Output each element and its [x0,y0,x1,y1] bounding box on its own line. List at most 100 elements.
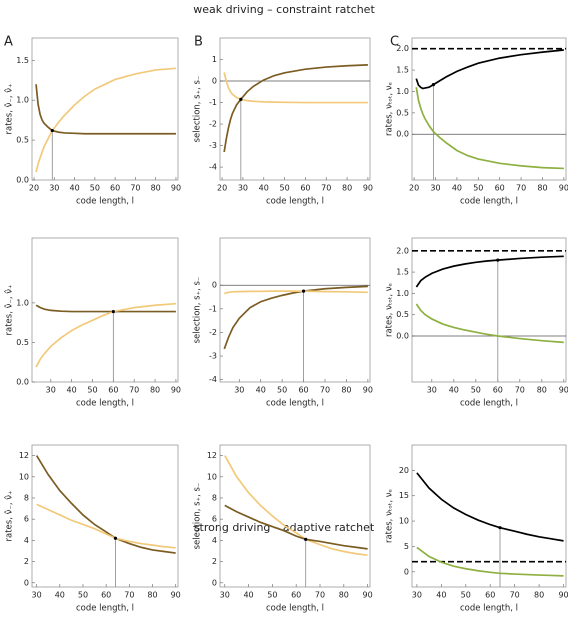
x-tick-label: 30 [412,591,422,600]
x-tick-label: 70 [510,591,520,600]
x-tick-label: 60 [485,591,495,600]
x-tick-label: 30 [430,184,440,193]
y-tick-label: 0 [212,281,217,290]
y-axis-label: rates, νₜₒₜ, νₑ [385,283,395,338]
x-tick-label: 70 [315,591,325,600]
y-tick-label: 0.5 [396,310,409,319]
y-axis-label: selection, s₊, s₋ [193,76,203,143]
series-line [415,255,564,288]
plot-frame [411,237,567,383]
y-tick-label: 2.0 [396,246,409,255]
series-line [416,472,564,542]
x-tick-label: 60 [493,386,503,395]
x-tick-label: 90 [363,184,373,193]
marker-point [50,128,54,133]
x-tick-label: 50 [90,184,100,193]
y-tick-label: 2 [24,557,29,566]
y-tick-label: 1.5 [396,66,409,75]
y-tick-label: 0 [24,578,29,587]
x-tick-label: 70 [130,184,140,193]
marker-point [496,258,500,262]
x-tick-label: 90 [171,591,181,600]
y-tick-label: 12 [207,451,217,460]
x-axis-label: code length, l [266,197,324,207]
x-axis-label: code length, l [76,604,134,614]
y-axis-label: selection, s₊, s₋ [193,483,203,550]
x-tick-label: 50 [78,591,88,600]
marker-point [498,526,502,530]
x-tick-label: 80 [342,184,352,193]
x-tick-label: 40 [67,386,77,395]
series-line [224,455,368,557]
x-tick-label: 80 [341,386,351,395]
plot-frame [219,237,371,383]
x-tick-label: 70 [515,386,525,395]
x-tick-label: 30 [220,591,230,600]
y-tick-label: 4 [24,536,29,545]
x-axis-label: code length, l [266,399,324,409]
x-tick-label: 90 [363,591,373,600]
x-tick-label: 80 [150,386,160,395]
x-tick-label: 50 [473,184,483,193]
y-axis-label: rates, νₜₒₜ, νₑ [385,82,395,137]
x-axis-label: code length, l [76,197,134,207]
x-tick-label: 50 [471,386,481,395]
x-tick-label: 80 [534,591,544,600]
y-tick-label: 10 [207,472,217,481]
x-tick-label: 80 [537,386,547,395]
y-tick-label: 0.0 [396,130,409,139]
y-tick-label: 10 [19,472,29,481]
series-line [35,455,176,554]
x-tick-label: 80 [147,591,157,600]
marker-point [301,289,306,293]
y-tick-label: 6 [212,515,217,524]
x-tick-label: 30 [49,184,59,193]
plot-frame [31,237,179,383]
x-tick-label: 40 [449,386,459,395]
x-tick-label: 70 [516,184,526,193]
x-tick-label: 50 [461,591,471,600]
series-line [223,285,368,350]
x-tick-label: 50 [87,386,97,395]
x-tick-label: 70 [321,184,331,193]
y-tick-label: 1 [212,55,217,64]
series-line [35,302,176,368]
series-line [416,546,564,577]
marker-point [239,97,243,101]
y-tick-label: -3 [209,141,217,150]
panel-label: C [390,35,399,50]
series-line [223,72,368,104]
y-axis-label: rates, ν̂₋, ν̂₊ [4,84,15,135]
x-tick-label: 60 [291,591,301,600]
y-tick-label: -1 [209,98,217,107]
x-tick-label: 50 [277,386,287,395]
x-tick-label: 40 [256,386,266,395]
plot-frame [31,37,179,181]
plot-frame [219,37,371,181]
series-line [224,504,368,550]
plot-frame [411,444,567,588]
panel-label: A [4,35,13,50]
y-tick-label: 6 [24,515,29,524]
x-tick-label: 90 [559,184,568,193]
marker-point [113,536,118,540]
y-tick-label: -4 [209,375,217,384]
series-line [415,87,564,170]
y-tick-label: 8 [212,493,217,502]
x-axis-label: code length, l [460,604,518,614]
section-title: weak driving – constraint ratchet [193,3,375,16]
y-tick-label: -2 [209,120,217,129]
x-tick-label: 60 [495,184,505,193]
series-line [415,49,564,90]
y-axis-label: selection, s₊, s₋ [193,277,203,344]
x-axis-label: code length, l [460,399,518,409]
y-tick-label: 20 [399,466,409,475]
x-tick-label: 40 [452,184,462,193]
x-tick-label: 40 [55,591,65,600]
marker-point [111,309,115,314]
y-tick-label: 2 [212,557,217,566]
y-tick-label: 1.0 [16,96,29,105]
y-axis-label: rates, ν̂₋, ν̂₊ [4,491,15,542]
x-axis-label: code length, l [266,604,324,614]
